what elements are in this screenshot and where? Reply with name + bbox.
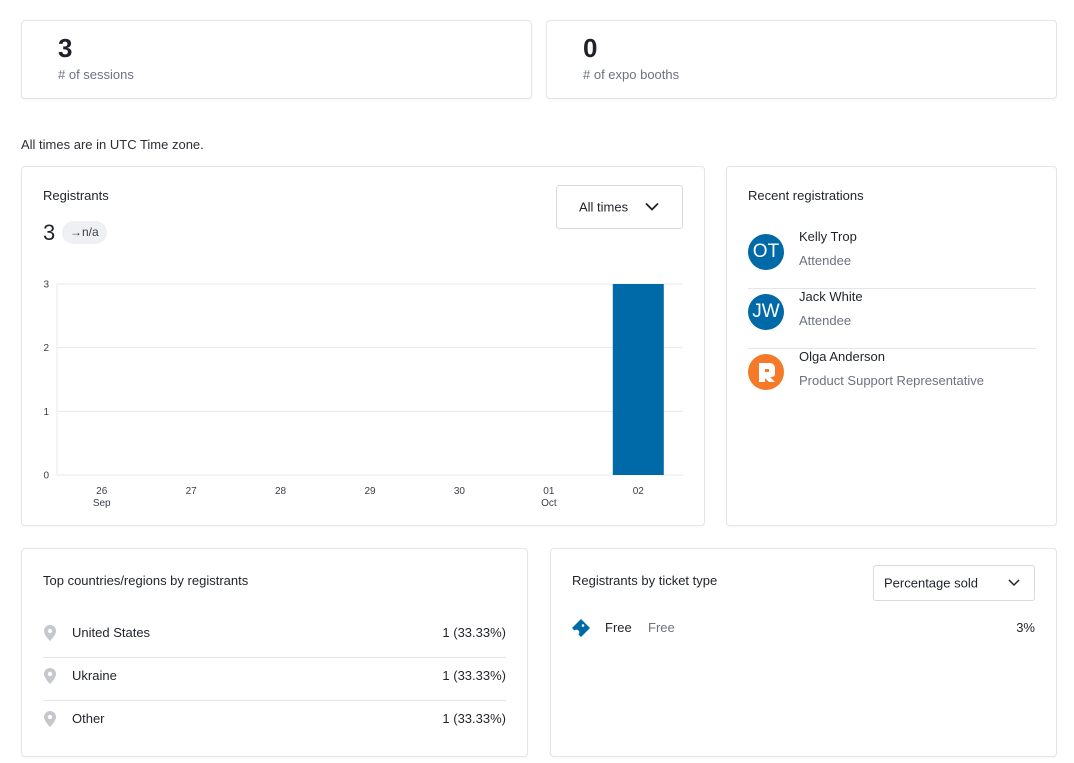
registrants-title: Registrants	[43, 188, 109, 203]
registration-item[interactable]: Olga Anderson Product Support Representa…	[748, 349, 1036, 409]
ticket-filter-dropdown[interactable]: Percentage sold	[873, 565, 1035, 601]
country-row: United States 1 (33.33%)	[43, 615, 506, 658]
chevron-down-icon	[1008, 579, 1020, 587]
registrant-name: Jack White	[799, 289, 863, 304]
sessions-stat-card: 3 # of sessions	[21, 20, 532, 99]
country-name: Ukraine	[72, 668, 117, 683]
ticket-type-title: Registrants by ticket type	[572, 573, 718, 588]
trend-badge: →n/a	[62, 221, 107, 244]
y-tick-label: 3	[43, 280, 49, 291]
time-filter-label: All times	[579, 199, 629, 215]
ticket-icon	[572, 619, 590, 637]
avatar	[748, 354, 784, 390]
avatar: OT	[748, 234, 784, 270]
expo-booths-count: 0	[583, 33, 598, 63]
registrant-name: Olga Anderson	[799, 349, 886, 364]
y-tick-label: 1	[43, 407, 49, 418]
x-tick-sublabel: Oct	[541, 498, 557, 509]
x-tick-label: 29	[364, 486, 376, 497]
location-pin-icon	[44, 625, 56, 641]
recent-registrations-card: Recent registrations OT Kelly Trop Atten…	[726, 166, 1057, 526]
expo-booths-stat-card: 0 # of expo booths	[546, 20, 1057, 99]
registrant-role: Attendee	[799, 313, 852, 328]
country-value: 1 (33.33%)	[442, 668, 506, 683]
registrants-card: Registrants 3 →n/a All times 0 1 2 3 26 Sep 27…	[21, 166, 705, 526]
bar	[612, 284, 664, 475]
country-name: Other	[72, 711, 105, 726]
location-pin-icon	[44, 711, 56, 727]
avatar: JW	[748, 294, 784, 330]
x-tick-label: 27	[186, 486, 198, 497]
y-tick-label: 0	[43, 471, 49, 482]
company-logo-icon	[759, 363, 775, 382]
country-row: Other 1 (33.33%)	[43, 701, 506, 744]
chevron-down-icon	[645, 202, 659, 211]
x-tick-label: 30	[454, 486, 466, 497]
top-countries-title: Top countries/regions by registrants	[43, 573, 249, 588]
recent-registrations-title: Recent registrations	[748, 188, 864, 203]
x-tick-sublabel: Sep	[93, 498, 111, 509]
country-row: Ukraine 1 (33.33%)	[43, 658, 506, 701]
location-pin-icon	[44, 668, 56, 684]
country-value: 1 (33.33%)	[442, 711, 506, 726]
registrant-role: Product Support Representative	[799, 373, 984, 388]
ticket-filter-label: Percentage sold	[884, 575, 978, 591]
time-filter-dropdown[interactable]: All times	[556, 185, 683, 229]
x-tick-label: 28	[275, 486, 287, 497]
ticket-row: Free Free 3%	[572, 619, 1035, 643]
registration-item[interactable]: OT Kelly Trop Attendee	[748, 229, 1036, 289]
registrants-total: 3	[43, 220, 56, 245]
country-name: United States	[72, 625, 151, 640]
registration-item[interactable]: JW Jack White Attendee	[748, 289, 1036, 349]
registrant-role: Attendee	[799, 253, 852, 268]
timezone-note: All times are in UTC Time zone.	[21, 137, 204, 152]
ticket-type-card: Registrants by ticket type Percentage so…	[550, 548, 1057, 757]
x-tick-label: 26	[96, 486, 108, 497]
x-tick-label: 02	[633, 486, 645, 497]
sessions-label: # of sessions	[58, 67, 134, 82]
y-tick-label: 2	[43, 343, 49, 354]
sessions-count: 3	[58, 33, 73, 63]
x-tick-label: 01	[543, 486, 555, 497]
ticket-percent: 3%	[1016, 620, 1035, 635]
expo-booths-label: # of expo booths	[583, 67, 680, 82]
registrant-name: Kelly Trop	[799, 229, 857, 244]
country-value: 1 (33.33%)	[442, 625, 506, 640]
ticket-kind: Free	[648, 620, 675, 635]
top-countries-card: Top countries/regions by registrants Uni…	[21, 548, 528, 757]
ticket-name: Free	[605, 620, 632, 635]
